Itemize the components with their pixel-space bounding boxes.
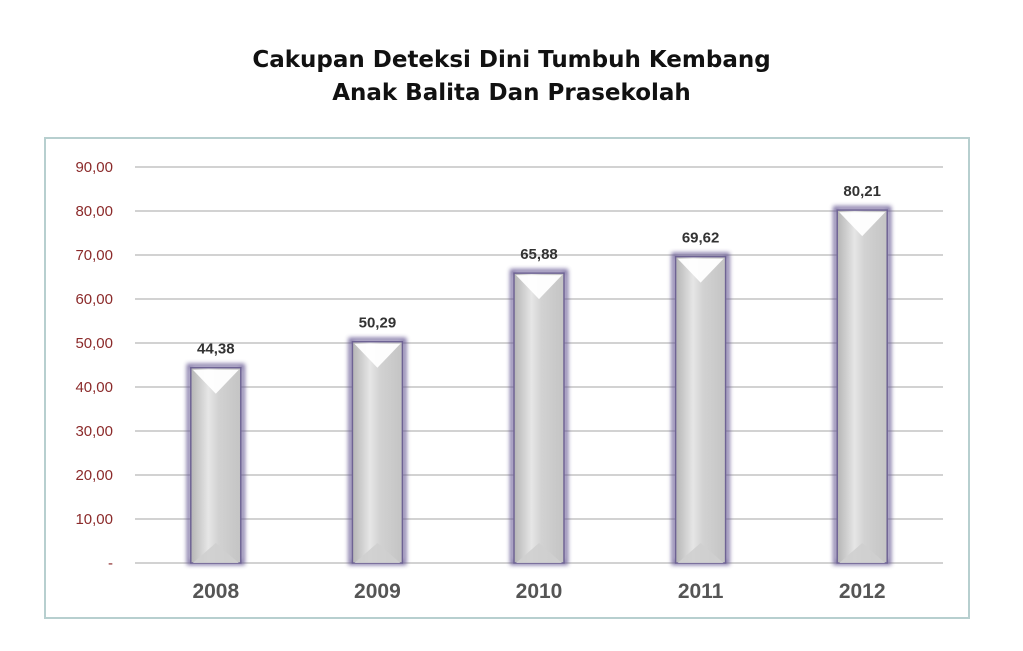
- bar-top-bevel: [839, 212, 886, 237]
- y-tick-label: 80,00: [75, 203, 113, 220]
- bar-bottom-bevel: [839, 543, 886, 563]
- bar: [186, 363, 245, 565]
- y-tick-label: 30,00: [75, 423, 113, 440]
- data-label: 80,21: [843, 183, 881, 200]
- chart-title: Cakupan Deteksi Dini Tumbuh Kembang Anak…: [0, 44, 1023, 110]
- y-tick-label: 20,00: [75, 467, 113, 484]
- x-tick-label: 2009: [354, 580, 401, 603]
- bar-bottom-bevel: [354, 543, 401, 563]
- data-label: 65,88: [520, 246, 558, 263]
- y-tick-label: 50,00: [75, 335, 113, 352]
- y-tick-label: 40,00: [75, 379, 113, 396]
- data-label: 69,62: [682, 230, 720, 247]
- y-tick-label: 10,00: [75, 511, 113, 528]
- data-label: 44,38: [197, 341, 235, 358]
- y-tick-label: 60,00: [75, 291, 113, 308]
- bar-face: [674, 255, 727, 564]
- x-tick-label: 2011: [678, 580, 724, 603]
- y-tick-label: 70,00: [75, 247, 113, 264]
- chart-title-line-2: Anak Balita Dan Prasekolah: [332, 80, 691, 106]
- bar-face: [351, 340, 404, 564]
- bar-face: [190, 366, 242, 564]
- bar-face: [513, 272, 565, 564]
- bar: [510, 269, 568, 565]
- y-tick-label: 90,00: [75, 159, 113, 176]
- x-tick-label: 2012: [839, 580, 886, 603]
- bar-top-bevel: [677, 258, 724, 283]
- bar-face: [836, 209, 888, 564]
- bar-bottom-bevel: [192, 543, 239, 563]
- bar-bottom-bevel: [516, 543, 562, 563]
- y-tick-label: -: [108, 555, 113, 572]
- chart-title-line-1: Cakupan Deteksi Dini Tumbuh Kembang: [252, 47, 771, 73]
- bar-top-bevel: [192, 369, 239, 394]
- x-tick-label: 2008: [192, 580, 239, 603]
- x-tick-label: 2010: [516, 580, 563, 603]
- bar: [833, 206, 892, 566]
- bar: [348, 337, 407, 565]
- bar-bottom-bevel: [677, 543, 724, 563]
- bar-top-bevel: [516, 275, 562, 300]
- bar: [671, 252, 730, 565]
- data-label: 50,29: [359, 315, 397, 332]
- bar-top-bevel: [354, 343, 401, 368]
